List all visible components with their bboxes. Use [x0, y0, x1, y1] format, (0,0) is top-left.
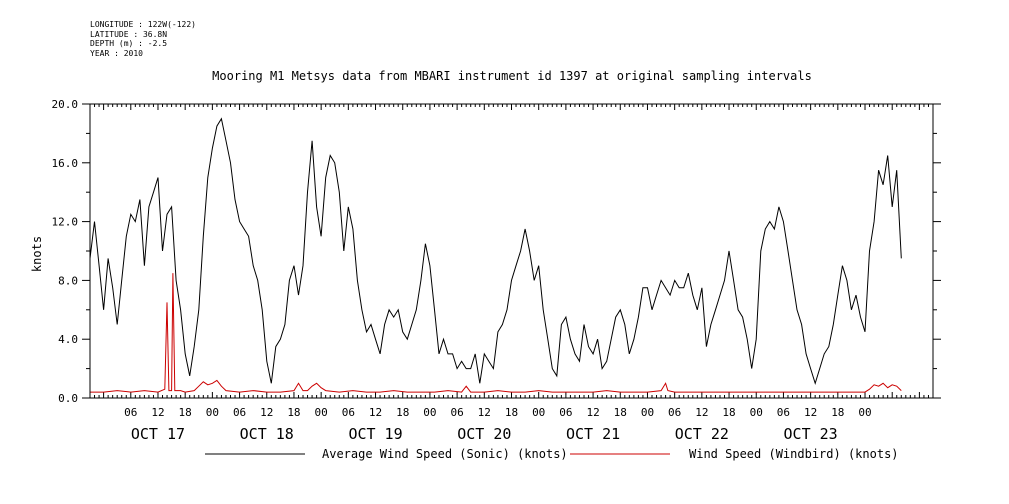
- x-hour-label: 18: [179, 406, 192, 419]
- x-day-label: OCT 19: [348, 425, 402, 443]
- x-axis-labels: 06 12 18 00 06 12 18 00 06 12 18 00 06 12 18 00 06 12 18 00…: [124, 406, 871, 443]
- y-tick-label: 8.0: [58, 274, 78, 287]
- x-hour-label: 06: [233, 406, 246, 419]
- x-hour-label: 00: [858, 406, 871, 419]
- year-label: YEAR : 2010: [90, 48, 143, 58]
- x-hour-label: 12: [586, 406, 599, 419]
- y-tick-label: 0.0: [58, 392, 78, 405]
- x-hour-label: 06: [124, 406, 137, 419]
- x-hour-label: 06: [450, 406, 463, 419]
- x-hour-label: 12: [804, 406, 817, 419]
- x-hour-label: 00: [315, 406, 328, 419]
- y-axis-labels: 0.0 4.0 8.0 12.0 16.0 20.0: [52, 98, 79, 405]
- x-day-label: OCT 18: [240, 425, 294, 443]
- chart-title: Mooring M1 Metsys data from MBARI instru…: [212, 69, 812, 83]
- x-hour-label: 18: [614, 406, 627, 419]
- x-day-label: OCT 22: [675, 425, 729, 443]
- y-tick-label: 4.0: [58, 333, 78, 346]
- x-hour-label: 12: [478, 406, 491, 419]
- x-hour-label: 12: [260, 406, 273, 419]
- x-hour-label: 12: [695, 406, 708, 419]
- x-hour-label: 12: [369, 406, 382, 419]
- x-hour-label: 18: [722, 406, 735, 419]
- longitude-label: LONGITUDE : 122W(-122): [90, 20, 196, 29]
- plot-area: [89, 117, 902, 393]
- latitude-label: LATITUDE : 36.8N: [90, 29, 168, 39]
- y-tick-label: 20.0: [52, 98, 79, 111]
- x-day-label: OCT 20: [457, 425, 511, 443]
- x-hour-label: 00: [641, 406, 654, 419]
- legend-sonic-label: Average Wind Speed (Sonic) (knots): [322, 447, 568, 461]
- x-hour-label: 18: [831, 406, 844, 419]
- depth-label: DEPTH (m) : -2.5: [90, 39, 168, 48]
- x-hour-label: 06: [342, 406, 355, 419]
- y-tick-label: 12.0: [52, 216, 79, 229]
- x-hour-label: 06: [777, 406, 790, 419]
- x-hour-label: 18: [505, 406, 518, 419]
- x-hour-label: 06: [668, 406, 681, 419]
- x-hour-label: 00: [532, 406, 545, 419]
- plot-frame: [89, 103, 934, 399]
- x-hour-label: 12: [151, 406, 164, 419]
- x-hour-label: 18: [396, 406, 409, 419]
- x-hour-label: 00: [750, 406, 763, 419]
- metadata-block: LONGITUDE : 122W(-122) LATITUDE : 36.8N …: [90, 20, 196, 58]
- y-tick-label: 16.0: [52, 157, 79, 170]
- x-hour-label: 00: [423, 406, 436, 419]
- axis-ticks: [82, 103, 941, 399]
- legend-windbird-label: Wind Speed (Windbird) (knots): [689, 447, 899, 461]
- x-day-label: OCT 23: [784, 425, 838, 443]
- y-axis-label: knots: [30, 236, 44, 272]
- x-hour-label: 18: [287, 406, 300, 419]
- series-line-windbird: [90, 273, 902, 393]
- x-hour-label: 06: [559, 406, 572, 419]
- x-hour-label: 00: [206, 406, 219, 419]
- series-line-sonic: [89, 117, 902, 385]
- x-day-label: OCT 17: [131, 425, 185, 443]
- legend: Average Wind Speed (Sonic) (knots) Wind …: [205, 447, 899, 461]
- x-day-label: OCT 21: [566, 425, 620, 443]
